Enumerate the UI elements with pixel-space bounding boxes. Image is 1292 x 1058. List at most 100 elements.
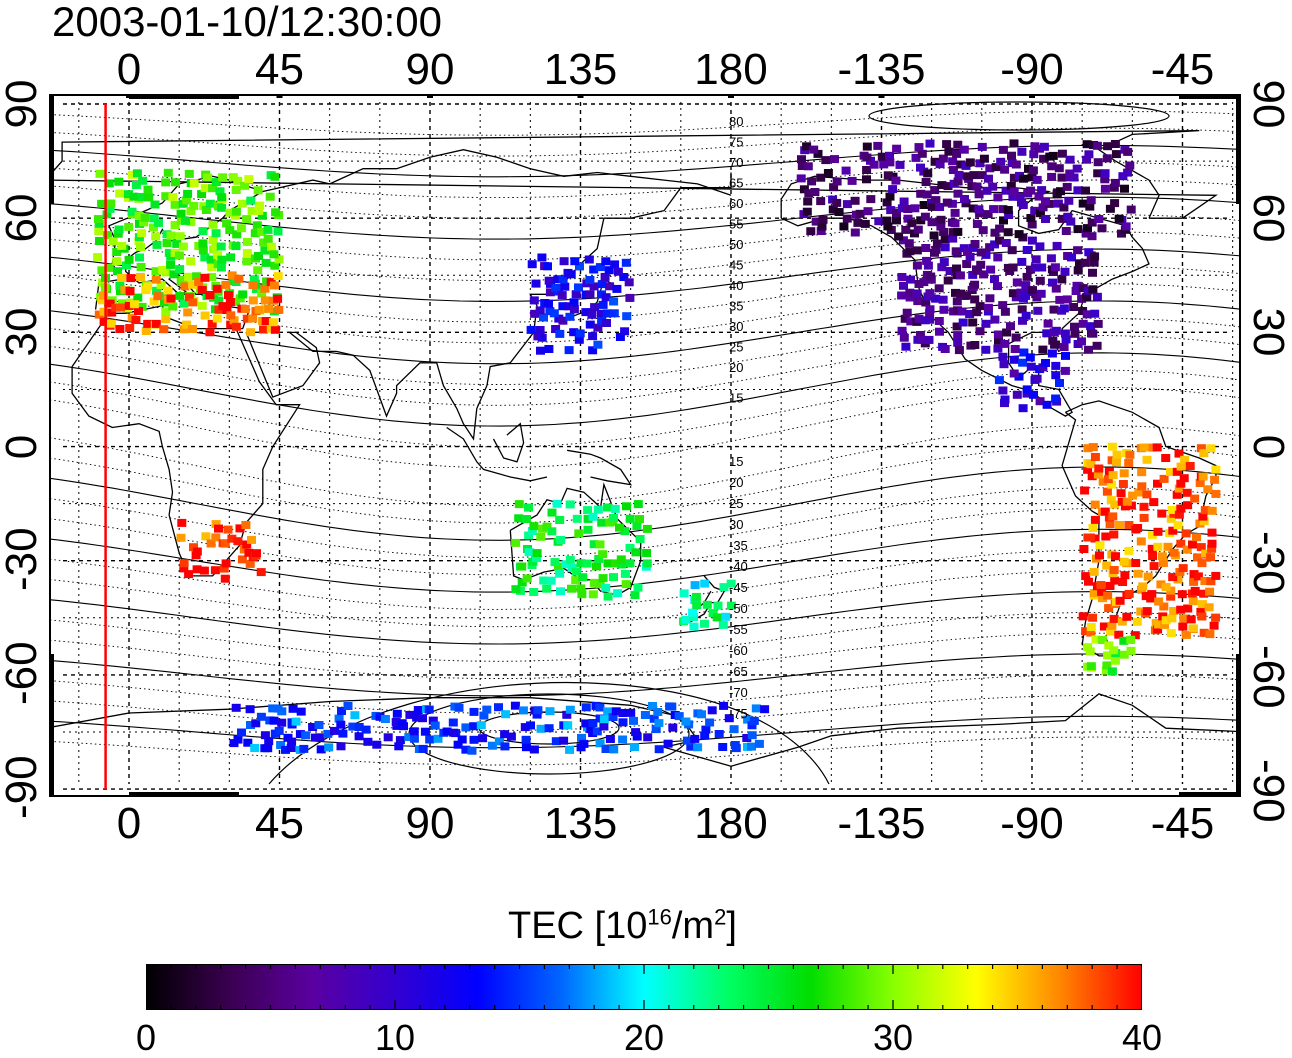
tec-cell	[299, 744, 309, 753]
tec-cell	[1018, 404, 1028, 413]
tec-cell	[131, 316, 141, 324]
tec-cell	[981, 250, 991, 259]
tec-cell	[1126, 635, 1136, 644]
tec-cell	[1018, 316, 1027, 325]
tec-cell	[1085, 647, 1095, 656]
tec-cell	[529, 522, 539, 531]
tec-cell	[581, 719, 591, 728]
tec-cell	[517, 562, 527, 571]
tec-cell	[1057, 214, 1067, 223]
left-tick-label: -30	[0, 527, 46, 591]
tec-cell	[633, 583, 643, 592]
top-tick-label: -135	[837, 45, 926, 94]
left-tick-label: -60	[0, 641, 46, 705]
tec-cell	[115, 189, 125, 198]
tec-cell	[267, 242, 277, 251]
tec-cell	[921, 298, 931, 307]
tec-cell	[249, 275, 259, 284]
tec-cell	[253, 266, 263, 275]
tec-cell	[242, 249, 252, 257]
tec-cell	[454, 703, 464, 712]
tec-cell	[937, 263, 947, 272]
tec-cell	[558, 316, 568, 325]
tec-cell	[1090, 309, 1100, 318]
tec-cell	[1114, 214, 1124, 223]
tec-cell	[212, 284, 222, 293]
tec-cell	[603, 707, 613, 716]
tec-cell	[953, 227, 963, 236]
tec-cell	[1009, 139, 1019, 148]
tec-cell	[1078, 199, 1088, 208]
tec-cell	[511, 585, 521, 594]
tec-cell	[120, 286, 130, 295]
tec-data-cells	[93, 139, 1221, 755]
tec-cell	[830, 155, 839, 164]
tec-cell	[902, 308, 912, 317]
tec-cell	[428, 716, 438, 725]
tec-cell	[501, 710, 511, 719]
tec-cell	[1082, 292, 1092, 301]
tec-cell	[952, 149, 962, 158]
tec-cell	[873, 141, 883, 150]
tec-cell	[577, 590, 587, 599]
tec-cell	[1211, 571, 1221, 580]
tec-cell	[177, 518, 187, 527]
top-tick-label: 90	[405, 45, 455, 94]
tec-cell	[584, 255, 594, 264]
tec-cell	[260, 731, 270, 740]
tec-cell	[1084, 248, 1094, 257]
tec-cell	[189, 543, 198, 552]
tec-cell	[245, 559, 255, 568]
tec-cell	[1174, 510, 1184, 519]
tec-cell	[248, 296, 258, 305]
tec-cell	[930, 157, 940, 166]
tec-cell	[1109, 614, 1119, 623]
tec-cell	[197, 301, 207, 310]
tec-cell	[172, 239, 182, 248]
tec-cell	[1059, 304, 1069, 313]
tec-cell	[122, 261, 131, 270]
tec-cell	[1089, 567, 1099, 576]
tec-cell	[171, 178, 180, 187]
tec-cell	[983, 303, 993, 312]
tec-cell	[1081, 572, 1091, 581]
tec-cell	[1102, 661, 1112, 670]
tec-cell	[635, 515, 644, 524]
tec-cell	[1098, 594, 1107, 603]
tec-cell	[625, 293, 635, 302]
tec-cell	[1061, 335, 1071, 344]
tec-cell	[1070, 329, 1080, 338]
tec-cell	[149, 214, 159, 223]
tec-cell	[208, 236, 218, 245]
maglat-label: -35	[729, 538, 748, 553]
tec-cell	[1154, 620, 1164, 629]
tec-cell	[1105, 582, 1115, 590]
tec-cell	[749, 716, 759, 725]
maglat-label: 20	[729, 475, 743, 490]
tec-cell	[1123, 147, 1133, 156]
tec-cell	[1003, 206, 1013, 214]
tec-cell	[879, 160, 889, 169]
map-border	[49, 94, 1241, 797]
tec-cell	[1083, 286, 1093, 295]
tec-cell	[1124, 589, 1134, 598]
tec-cell	[956, 289, 966, 298]
tec-cell	[951, 247, 961, 256]
tec-cell	[1119, 557, 1129, 566]
colorbar-tick-label: 20	[623, 1017, 665, 1058]
tec-cell	[334, 714, 344, 723]
tec-cell	[626, 708, 636, 717]
tec-cell	[500, 730, 510, 739]
tec-cell	[1154, 597, 1164, 606]
tec-cell	[176, 209, 186, 218]
tec-cell	[916, 189, 926, 198]
tec-cell	[221, 280, 231, 289]
tec-cell	[1183, 604, 1193, 613]
tec-cell	[553, 275, 563, 284]
tec-cell	[214, 296, 224, 305]
tec-cell	[1027, 173, 1037, 182]
tec-cell	[1189, 577, 1199, 586]
tec-cell	[813, 149, 823, 158]
tec-cell	[1121, 222, 1131, 231]
tec-cell	[254, 206, 264, 215]
